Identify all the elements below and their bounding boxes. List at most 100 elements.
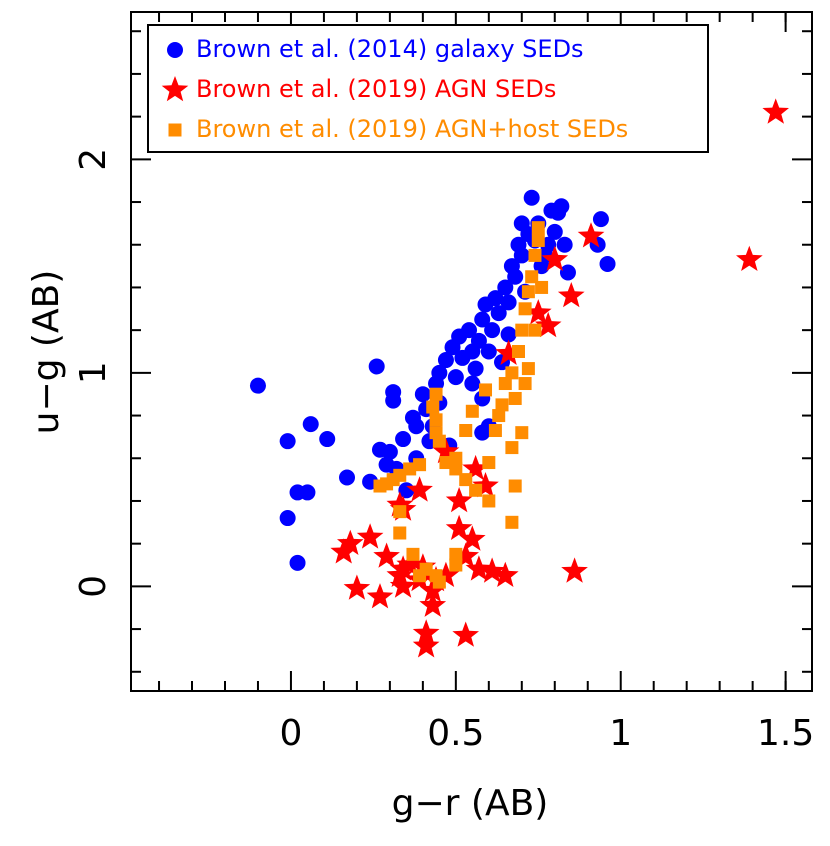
point	[521, 285, 535, 299]
point	[592, 211, 609, 228]
point	[386, 491, 414, 517]
point	[521, 362, 535, 376]
point	[413, 458, 427, 472]
point	[500, 294, 517, 311]
point	[356, 523, 384, 549]
point	[389, 572, 417, 598]
point	[449, 462, 463, 476]
point	[459, 473, 473, 487]
point	[373, 542, 400, 568]
legend-label: Brown et al. (2019) AGN SEDs	[196, 75, 556, 103]
point	[343, 574, 371, 600]
point	[505, 515, 519, 529]
point	[339, 469, 356, 486]
point	[429, 426, 443, 440]
point	[330, 538, 357, 564]
point	[299, 484, 316, 501]
x-tick-label: 1.5	[757, 713, 814, 754]
point	[546, 223, 563, 240]
point	[389, 555, 417, 581]
point	[445, 487, 473, 513]
point	[449, 547, 463, 561]
point	[432, 437, 460, 464]
point	[497, 279, 514, 296]
point	[432, 561, 460, 587]
point	[393, 468, 407, 482]
point	[337, 529, 364, 555]
point	[449, 558, 463, 572]
point	[412, 619, 440, 645]
legend-label: Brown et al. (2014) galaxy SEDs	[196, 35, 584, 63]
point	[431, 364, 448, 381]
point	[412, 632, 440, 658]
point	[452, 621, 479, 647]
plot-frame	[130, 11, 813, 692]
y-tick-label: 0	[73, 575, 114, 598]
point	[561, 557, 588, 583]
point	[492, 409, 506, 423]
point	[368, 358, 385, 375]
point	[487, 290, 504, 307]
point	[449, 451, 463, 465]
point	[511, 345, 525, 358]
point	[406, 476, 433, 502]
point	[505, 441, 519, 455]
point	[505, 366, 519, 380]
point	[432, 575, 446, 589]
point	[302, 416, 319, 433]
point	[419, 562, 433, 576]
legend-marker	[168, 123, 182, 137]
point	[488, 424, 502, 438]
point	[480, 343, 497, 360]
point	[462, 454, 489, 481]
point	[484, 322, 501, 339]
x-tick-label: 1	[609, 713, 632, 754]
point	[528, 248, 542, 262]
point	[439, 456, 453, 470]
y-tick-label: 2	[73, 148, 114, 171]
point	[474, 424, 491, 441]
point	[525, 270, 539, 284]
point	[528, 323, 542, 337]
point	[419, 591, 447, 617]
point	[426, 400, 440, 414]
point	[513, 247, 530, 264]
y-axis-title: u−g (AB)	[26, 270, 67, 435]
point	[531, 233, 545, 247]
point	[393, 505, 407, 519]
point	[736, 245, 763, 271]
point	[472, 472, 499, 498]
point	[403, 462, 417, 476]
point	[515, 323, 529, 337]
legend-label: Brown et al. (2019) AGN+host SEDs	[196, 115, 628, 143]
point	[478, 557, 506, 583]
x-tick-label: 0.5	[427, 713, 484, 754]
point	[553, 198, 570, 215]
point	[429, 413, 443, 427]
point	[492, 561, 519, 587]
point	[490, 305, 507, 322]
point	[495, 339, 522, 365]
point	[396, 551, 423, 577]
point	[429, 387, 443, 401]
point	[249, 377, 266, 394]
point	[393, 526, 407, 540]
point	[465, 404, 479, 418]
point	[467, 360, 484, 377]
legend-marker	[167, 42, 183, 58]
point	[464, 375, 481, 392]
legend-box	[147, 24, 709, 153]
point	[482, 456, 496, 470]
point	[518, 377, 532, 391]
point	[279, 433, 296, 450]
point	[541, 245, 569, 271]
point	[465, 555, 493, 581]
x-tick-label: 0	[279, 713, 302, 754]
point	[469, 483, 483, 497]
point	[406, 547, 420, 561]
point	[599, 255, 616, 272]
point	[289, 554, 306, 571]
point	[495, 398, 509, 412]
point	[319, 431, 336, 448]
